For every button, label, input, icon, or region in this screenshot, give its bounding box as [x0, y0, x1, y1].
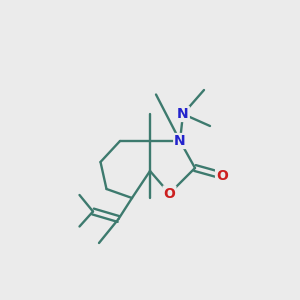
- Text: O: O: [164, 187, 175, 200]
- Text: N: N: [177, 107, 189, 121]
- Text: N: N: [174, 134, 186, 148]
- Text: O: O: [216, 169, 228, 182]
